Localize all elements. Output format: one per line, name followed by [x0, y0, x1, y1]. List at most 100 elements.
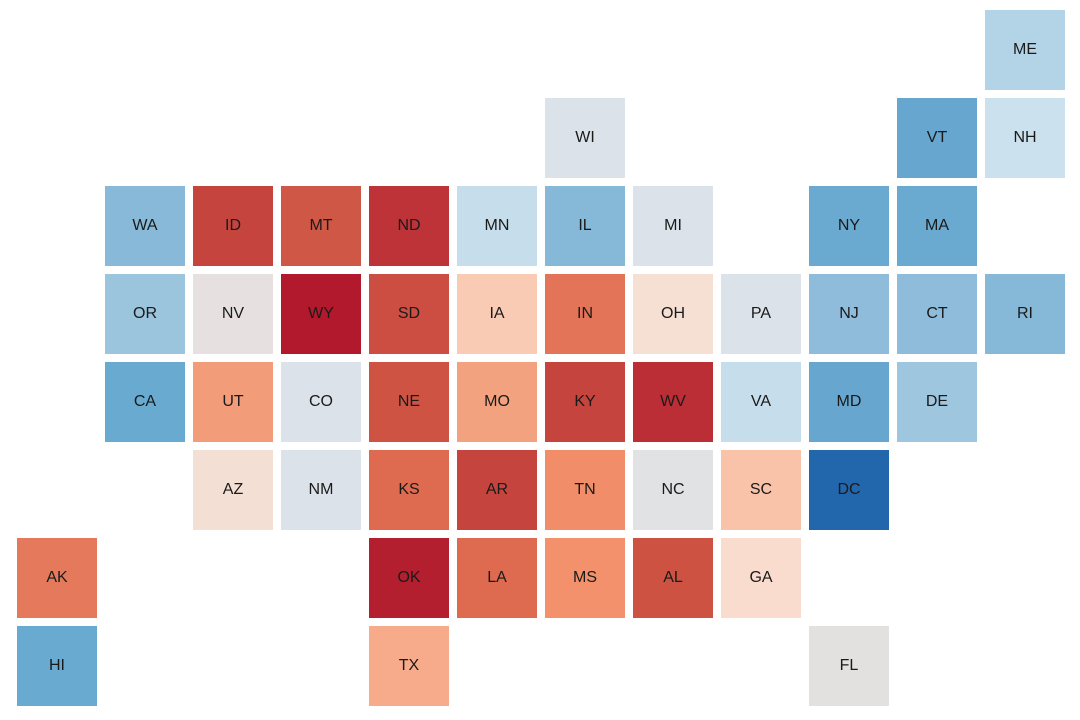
- state-tile-ut: UT: [193, 362, 273, 442]
- state-label: ND: [397, 217, 421, 234]
- state-tile-in: IN: [545, 274, 625, 354]
- state-label: NY: [837, 217, 861, 234]
- state-tile-nc: NC: [633, 450, 713, 530]
- state-tile-ok: OK: [369, 538, 449, 618]
- state-tile-oh: OH: [633, 274, 713, 354]
- state-label: NC: [661, 481, 685, 498]
- state-tile-ne: NE: [369, 362, 449, 442]
- state-tile-az: AZ: [193, 450, 273, 530]
- state-tile-nm: NM: [281, 450, 361, 530]
- state-label: RI: [1017, 305, 1033, 322]
- state-label: DC: [837, 481, 861, 498]
- state-label: WI: [575, 129, 595, 146]
- state-tile-ks: KS: [369, 450, 449, 530]
- state-label: KS: [398, 481, 420, 498]
- state-label: AR: [485, 481, 509, 498]
- state-label: VT: [926, 129, 948, 146]
- state-label: OK: [397, 569, 421, 586]
- state-tile-ma: MA: [897, 186, 977, 266]
- state-tile-wy: WY: [281, 274, 361, 354]
- state-label: NE: [397, 393, 421, 410]
- state-tile-tx: TX: [369, 626, 449, 706]
- state-tile-nj: NJ: [809, 274, 889, 354]
- state-label: LA: [487, 569, 507, 586]
- state-tile-mo: MO: [457, 362, 537, 442]
- state-tile-ky: KY: [545, 362, 625, 442]
- state-tile-va: VA: [721, 362, 801, 442]
- state-label: FL: [839, 657, 859, 674]
- state-label: CO: [309, 393, 333, 410]
- state-tile-nd: ND: [369, 186, 449, 266]
- state-label: MD: [836, 393, 862, 410]
- state-label: MN: [484, 217, 510, 234]
- state-tile-mn: MN: [457, 186, 537, 266]
- state-tile-ga: GA: [721, 538, 801, 618]
- state-tile-mi: MI: [633, 186, 713, 266]
- state-tile-md: MD: [809, 362, 889, 442]
- state-label: ME: [1013, 41, 1037, 58]
- state-label: IN: [577, 305, 593, 322]
- state-tile-me: ME: [985, 10, 1065, 90]
- state-tile-sd: SD: [369, 274, 449, 354]
- state-label: HI: [49, 657, 65, 674]
- state-label: AK: [46, 569, 68, 586]
- state-tile-nh: NH: [985, 98, 1065, 178]
- state-label: MT: [309, 217, 333, 234]
- state-tile-ct: CT: [897, 274, 977, 354]
- state-label: SC: [749, 481, 773, 498]
- state-tile-wi: WI: [545, 98, 625, 178]
- state-tile-wa: WA: [105, 186, 185, 266]
- state-tile-dc: DC: [809, 450, 889, 530]
- state-label: MS: [573, 569, 597, 586]
- state-tile-ia: IA: [457, 274, 537, 354]
- state-tile-mt: MT: [281, 186, 361, 266]
- state-tile-hi: HI: [17, 626, 97, 706]
- state-label: WV: [660, 393, 686, 410]
- state-label: NV: [221, 305, 245, 322]
- state-tile-nv: NV: [193, 274, 273, 354]
- state-label: AZ: [222, 481, 244, 498]
- state-label: DE: [925, 393, 949, 410]
- state-label: TN: [574, 481, 596, 498]
- state-label: AL: [663, 569, 683, 586]
- state-label: UT: [222, 393, 244, 410]
- state-tile-vt: VT: [897, 98, 977, 178]
- state-label: OR: [133, 305, 157, 322]
- state-label: MI: [664, 217, 682, 234]
- state-tile-id: ID: [193, 186, 273, 266]
- state-tile-pa: PA: [721, 274, 801, 354]
- state-tile-ny: NY: [809, 186, 889, 266]
- state-label: KY: [574, 393, 596, 410]
- state-label: WA: [132, 217, 158, 234]
- state-tile-ar: AR: [457, 450, 537, 530]
- state-label: WY: [308, 305, 334, 322]
- state-tile-fl: FL: [809, 626, 889, 706]
- state-tile-ca: CA: [105, 362, 185, 442]
- state-label: SD: [397, 305, 421, 322]
- state-label: IL: [578, 217, 592, 234]
- state-label: VA: [750, 393, 772, 410]
- state-tile-ak: AK: [17, 538, 97, 618]
- state-label: CA: [133, 393, 157, 410]
- state-tile-or: OR: [105, 274, 185, 354]
- state-tile-ri: RI: [985, 274, 1065, 354]
- state-tile-il: IL: [545, 186, 625, 266]
- state-label: MA: [925, 217, 949, 234]
- state-tile-tn: TN: [545, 450, 625, 530]
- state-label: NM: [308, 481, 334, 498]
- state-label: TX: [398, 657, 420, 674]
- state-label: PA: [750, 305, 772, 322]
- state-label: OH: [661, 305, 685, 322]
- state-tile-wv: WV: [633, 362, 713, 442]
- state-label: ID: [225, 217, 241, 234]
- state-tile-co: CO: [281, 362, 361, 442]
- state-label: NJ: [839, 305, 859, 322]
- state-label: CT: [926, 305, 948, 322]
- state-tile-de: DE: [897, 362, 977, 442]
- state-tile-al: AL: [633, 538, 713, 618]
- state-label: MO: [484, 393, 510, 410]
- state-label: IA: [489, 305, 505, 322]
- state-label: GA: [749, 569, 773, 586]
- state-tile-sc: SC: [721, 450, 801, 530]
